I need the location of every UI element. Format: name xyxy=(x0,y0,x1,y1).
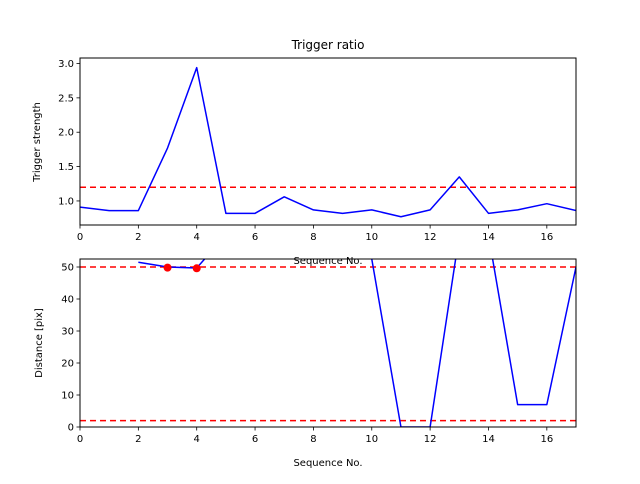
y-axis-label: Trigger strength xyxy=(32,102,43,183)
x-axis-label: Sequence No. xyxy=(293,458,362,469)
y-axis: 0 10 20 30 40 50 xyxy=(61,263,80,434)
axes-frame xyxy=(79,57,577,226)
y-tick-label: 1.0 xyxy=(58,196,74,207)
x-tick-label: 8 xyxy=(310,434,316,445)
x-tick-label: 12 xyxy=(424,434,437,445)
x-axis-label: Sequence No. xyxy=(293,256,362,267)
x-tick-label: 14 xyxy=(482,232,495,243)
y-tick-label: 1.5 xyxy=(58,162,74,173)
x-tick-label: 4 xyxy=(194,434,200,445)
x-tick-label: 14 xyxy=(482,434,495,445)
y-tick-label: 40 xyxy=(61,295,74,306)
x-axis: 0 2 4 6 8 10 12 14 16 xyxy=(77,427,553,445)
x-axis: 0 2 4 6 8 10 12 14 16 xyxy=(77,225,553,243)
distance-chart: 0 2 4 6 8 10 12 14 16 0 10 20 30 40 50 Sequence No. D… xyxy=(34,258,577,469)
data-point-marker xyxy=(192,264,201,273)
y-tick-label: 2.5 xyxy=(58,93,74,104)
x-tick-label: 16 xyxy=(540,232,553,243)
data-point-marker xyxy=(163,263,172,272)
series-line xyxy=(138,259,576,427)
y-tick-label: 2.0 xyxy=(58,128,74,139)
trigger-ratio-chart: Trigger ratio 0 2 4 6 8 10 12 14 16 1.0 1.5 2.0 2.5… xyxy=(32,38,577,267)
chart-title: Trigger ratio xyxy=(291,38,365,52)
y-tick-label: 30 xyxy=(61,327,74,338)
y-axis: 1.0 1.5 2.0 2.5 3.0 xyxy=(58,59,80,207)
x-tick-label: 0 xyxy=(77,434,83,445)
x-tick-label: 4 xyxy=(194,232,200,243)
x-tick-label: 6 xyxy=(252,232,258,243)
y-tick-label: 50 xyxy=(61,263,74,274)
series-line xyxy=(80,66,576,218)
x-tick-label: 12 xyxy=(424,232,437,243)
x-tick-label: 2 xyxy=(135,434,141,445)
y-axis-label: Distance [pix] xyxy=(34,308,45,378)
x-tick-label: 16 xyxy=(540,434,553,445)
y-tick-label: 10 xyxy=(61,391,74,402)
x-tick-label: 10 xyxy=(365,232,378,243)
axes-frame xyxy=(79,258,577,428)
y-tick-label: 0 xyxy=(68,423,74,434)
x-tick-label: 6 xyxy=(252,434,258,445)
plot-area xyxy=(80,66,576,218)
x-tick-label: 10 xyxy=(365,434,378,445)
x-tick-label: 2 xyxy=(135,232,141,243)
x-tick-label: 0 xyxy=(77,232,83,243)
x-tick-label: 8 xyxy=(310,232,316,243)
y-tick-label: 3.0 xyxy=(58,59,74,70)
y-tick-label: 20 xyxy=(61,359,74,370)
plot-area xyxy=(80,259,576,427)
